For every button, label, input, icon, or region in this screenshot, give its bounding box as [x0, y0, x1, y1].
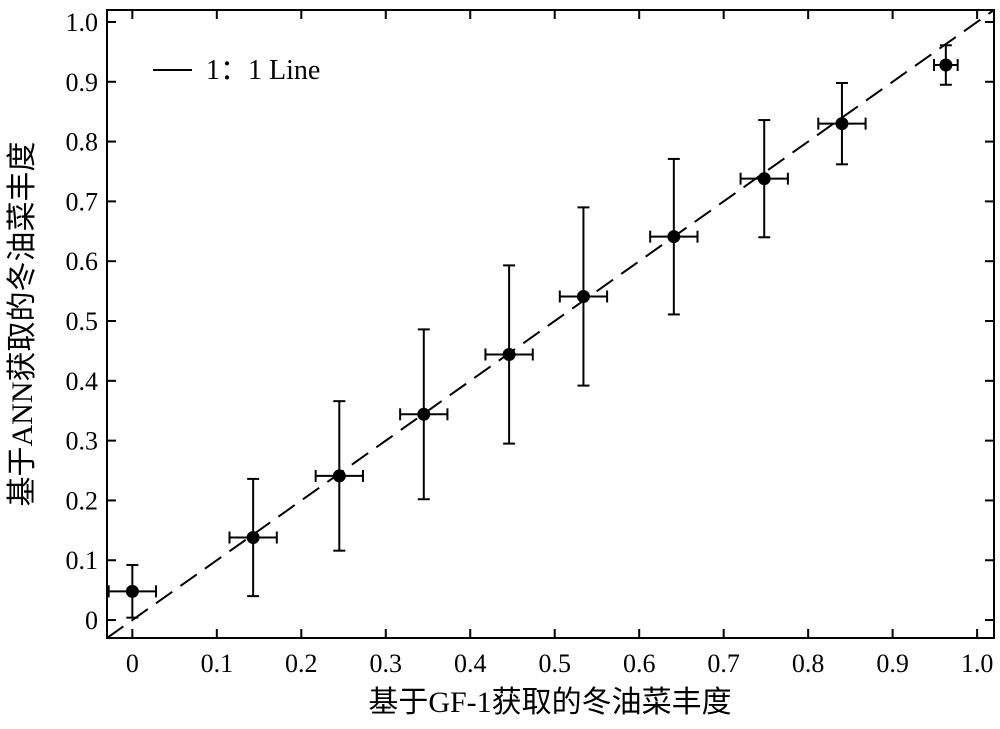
y-tick-label: 0.6 — [66, 247, 99, 276]
y-tick-label: 0.2 — [66, 486, 99, 515]
point-marker — [576, 289, 590, 303]
y-tick-label: 0.7 — [66, 187, 99, 216]
x-tick-label: 0.6 — [623, 649, 656, 678]
y-tick-label: 0.5 — [66, 307, 99, 336]
x-tick-label: 0.2 — [285, 649, 318, 678]
y-tick-label: 0.1 — [66, 546, 99, 575]
x-axis-ticks: 0 0.1 0.2 0.3 0.4 0.5 0.6 0.7 0.8 0.9 1.0 — [126, 10, 994, 678]
data-point — [817, 81, 867, 166]
x-tick-label: 0 — [126, 649, 139, 678]
y-tick-label: 0.4 — [66, 367, 99, 396]
data-point — [649, 157, 699, 316]
y-axis-title: 基于ANN获取的冬油菜丰度 — [6, 142, 39, 507]
data-point — [484, 264, 534, 445]
point-marker — [332, 469, 346, 483]
x-tick-label: 0.8 — [792, 649, 825, 678]
point-marker — [246, 531, 260, 545]
plot-frame — [106, 9, 995, 639]
point-marker — [835, 117, 849, 131]
data-point — [314, 400, 364, 552]
data-point — [107, 564, 157, 619]
point-marker — [667, 230, 681, 244]
point-marker — [757, 172, 771, 186]
x-axis-title: 基于GF-1获取的冬油菜丰度 — [368, 686, 731, 719]
data-point — [558, 206, 609, 387]
legend-entry-label: 1：1 Line — [206, 55, 320, 86]
x-tick-label: 0.1 — [201, 649, 234, 678]
x-tick-label: 1.0 — [961, 649, 994, 678]
x-tick-label: 0.7 — [707, 649, 740, 678]
one-to-one-line — [106, 9, 995, 639]
legend: 1：1 Line — [153, 55, 320, 86]
x-tick-label: 0.3 — [370, 649, 403, 678]
data-point — [399, 328, 449, 501]
point-marker — [417, 407, 431, 421]
y-tick-label: 0 — [85, 606, 98, 635]
reference-line-layer — [106, 9, 995, 639]
y-axis-ticks: 0 0.1 0.2 0.3 0.4 0.5 0.6 0.7 0.8 0.9 1.0 — [66, 8, 994, 635]
y-tick-label: 0.3 — [66, 427, 99, 456]
data-point — [228, 477, 278, 598]
data-point — [739, 119, 789, 239]
point-marker — [939, 58, 953, 72]
y-tick-label: 0.8 — [66, 128, 99, 157]
y-tick-label: 1.0 — [66, 8, 99, 37]
y-tick-label: 0.9 — [66, 68, 99, 97]
data-point — [933, 44, 959, 86]
x-tick-label: 0.5 — [538, 649, 571, 678]
x-tick-label: 0.4 — [454, 649, 487, 678]
point-marker — [125, 584, 139, 598]
data-points-layer — [107, 44, 959, 619]
x-tick-label: 0.9 — [876, 649, 909, 678]
point-marker — [502, 348, 516, 362]
